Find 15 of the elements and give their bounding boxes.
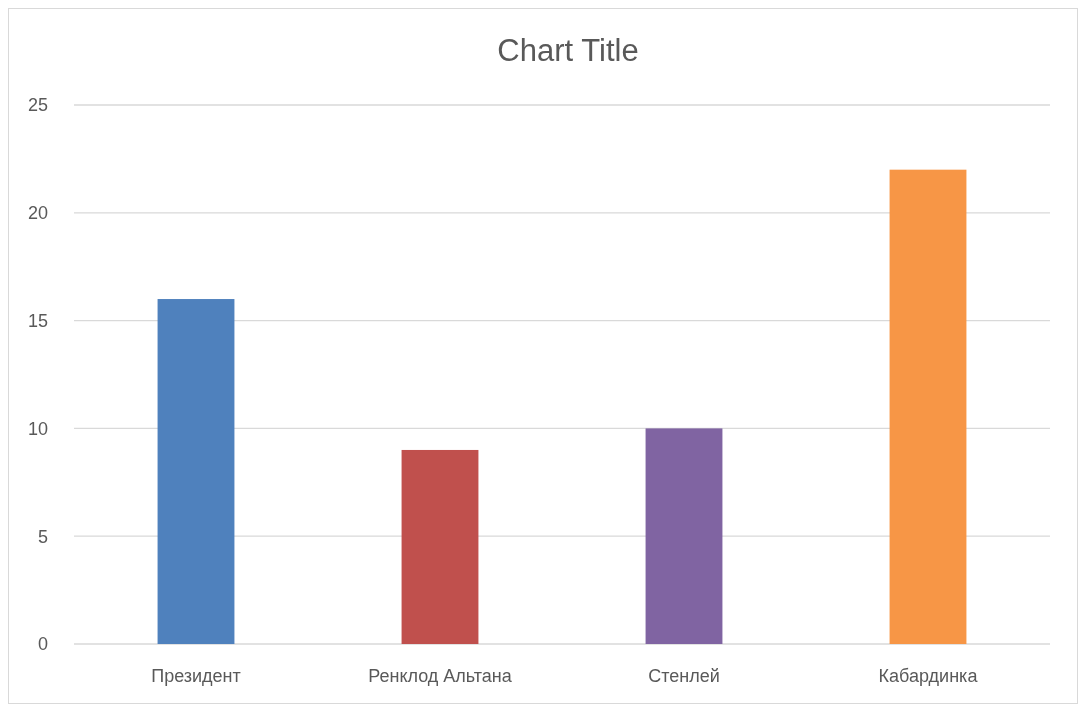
y-tick-label: 10 <box>27 418 48 439</box>
x-tick-label: Кабардинка <box>878 666 979 686</box>
x-tick-label: Президент <box>151 666 241 686</box>
bar <box>889 169 967 644</box>
bar <box>645 428 723 644</box>
x-tick-label: Ренклод Альтана <box>368 666 513 686</box>
y-tick-label: 0 <box>37 634 48 655</box>
y-tick-label: 25 <box>27 95 48 116</box>
y-tick-label: 5 <box>37 526 48 547</box>
y-tick-label: 20 <box>27 203 48 224</box>
x-tick-label: Стенлей <box>648 666 720 686</box>
bar <box>157 299 235 644</box>
bar <box>401 449 479 644</box>
chart-title: Chart Title <box>497 33 639 68</box>
y-tick-label: 15 <box>27 310 48 331</box>
